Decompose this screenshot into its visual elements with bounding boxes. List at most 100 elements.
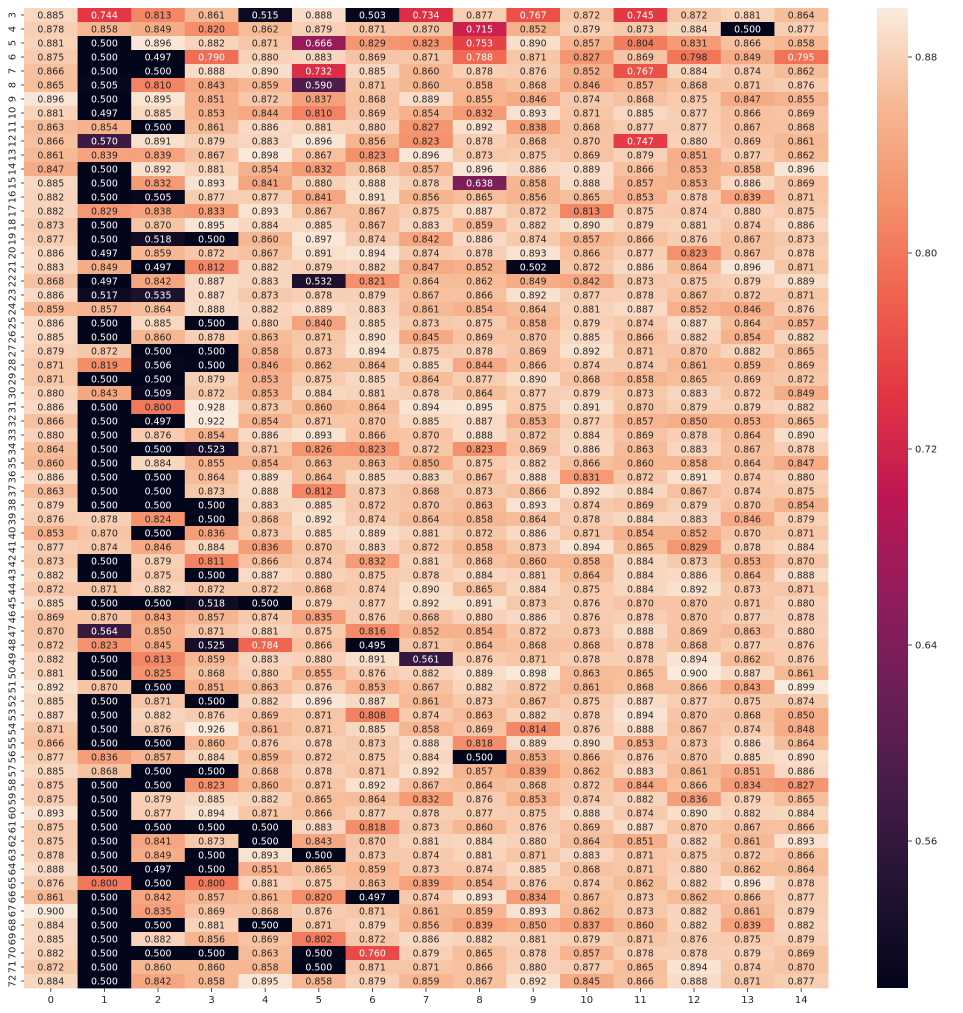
heatmap-cell — [292, 946, 346, 961]
heatmap-cell — [24, 722, 78, 737]
cell-value-label: 0.858 — [681, 458, 708, 469]
cell-value-label: 0.823 — [359, 150, 386, 161]
cell-value-label: 0.855 — [198, 458, 225, 469]
cell-value-label: 0.883 — [681, 444, 708, 455]
heatmap-cell — [720, 302, 775, 317]
heatmap-cell — [77, 218, 132, 233]
cell-value-label: 0.885 — [37, 598, 64, 609]
cell-value-label: 0.849 — [788, 388, 815, 399]
x-tick-label: 11 — [634, 995, 647, 1006]
heatmap-cell — [399, 806, 454, 821]
heatmap-cell — [77, 540, 132, 555]
heatmap-cell — [77, 946, 132, 961]
cell-value-label: 0.882 — [252, 794, 279, 805]
cell-value-label: 0.883 — [359, 304, 386, 315]
heatmap-cell — [506, 890, 561, 905]
cell-value-label: 0.890 — [252, 66, 279, 77]
heatmap-cell — [774, 722, 829, 737]
cell-value-label: 0.879 — [145, 794, 172, 805]
heatmap-cell — [184, 246, 239, 261]
cell-value-label: 0.878 — [627, 640, 654, 651]
cell-value-label: 0.854 — [788, 500, 815, 511]
cell-value-label: 0.868 — [788, 122, 815, 133]
cell-value-label: 0.881 — [734, 10, 761, 21]
cell-value-label: 0.500 — [91, 738, 118, 749]
heatmap-cell — [292, 204, 346, 219]
cell-value-label: 0.878 — [520, 948, 547, 959]
heatmap-cell — [77, 22, 132, 37]
heatmap-cell — [452, 960, 507, 975]
cell-value-label: 0.868 — [520, 136, 547, 147]
heatmap-cell — [452, 764, 507, 779]
heatmap-cell — [345, 834, 400, 849]
heatmap-cell — [77, 246, 132, 261]
heatmap-cell — [667, 918, 722, 933]
cell-value-label: 0.874 — [573, 794, 600, 805]
cell-value-label: 0.890 — [788, 430, 815, 441]
heatmap-cell — [774, 694, 829, 709]
heatmap-cell — [774, 428, 829, 443]
cell-value-label: 0.884 — [627, 584, 654, 595]
heatmap-cell — [399, 974, 454, 989]
heatmap-cell — [345, 876, 400, 891]
heatmap-cell — [667, 120, 722, 135]
cell-value-label: 0.885 — [305, 528, 332, 539]
cell-value-label: 0.837 — [305, 94, 332, 105]
heatmap-cell — [452, 372, 507, 387]
heatmap-cell — [131, 876, 186, 891]
cell-value-label: 0.500 — [91, 52, 118, 63]
cell-value-label: 0.823 — [198, 780, 225, 791]
heatmap-cell — [560, 708, 614, 723]
heatmap-cell — [292, 596, 346, 611]
cell-value-label: 0.881 — [198, 920, 225, 931]
cell-value-label: 0.868 — [627, 682, 654, 693]
heatmap-cell — [560, 456, 614, 471]
cell-value-label: 0.876 — [466, 794, 493, 805]
cell-value-label: 0.871 — [413, 640, 440, 651]
heatmap-cell — [506, 834, 561, 849]
heatmap-cell — [452, 708, 507, 723]
cell-value-label: 0.861 — [681, 360, 708, 371]
heatmap-cell — [720, 22, 775, 37]
heatmap-cell — [24, 344, 78, 359]
heatmap-cell — [399, 134, 454, 149]
cell-value-label: 0.861 — [413, 906, 440, 917]
heatmap-cell — [720, 148, 775, 163]
y-tick-label: 60 — [8, 807, 19, 820]
x-tick-label: 14 — [795, 995, 808, 1006]
heatmap-cell — [345, 974, 400, 989]
cell-value-label: 0.876 — [305, 906, 332, 917]
heatmap-cell — [613, 372, 668, 387]
heatmap-cell — [720, 834, 775, 849]
cell-value-label: 0.854 — [627, 528, 654, 539]
cell-value-label: 0.881 — [37, 668, 64, 679]
cell-value-label: 0.882 — [37, 948, 64, 959]
y-tick-label: 41 — [8, 541, 19, 554]
heatmap-cell — [131, 596, 186, 611]
heatmap-cell — [184, 148, 239, 163]
heatmap-cell — [720, 848, 775, 863]
cell-value-label: 0.849 — [734, 52, 761, 63]
cell-value-label: 0.867 — [252, 248, 279, 259]
cell-value-label: 0.883 — [627, 766, 654, 777]
cell-value-label: 0.867 — [413, 682, 440, 693]
cell-value-label: 0.886 — [466, 234, 493, 245]
cell-value-label: 0.863 — [252, 948, 279, 959]
cell-value-label: 0.892 — [305, 514, 332, 525]
cell-value-label: 0.795 — [788, 52, 815, 63]
cell-value-label: 0.880 — [520, 836, 547, 847]
heatmap-cell — [238, 148, 293, 163]
heatmap-cell — [77, 932, 132, 947]
cell-value-label: 0.871 — [37, 374, 64, 385]
heatmap-cell — [238, 904, 293, 919]
cell-value-label: 0.871 — [252, 444, 279, 455]
heatmap-cell — [452, 722, 507, 737]
heatmap-cell — [667, 960, 722, 975]
cell-value-label: 0.867 — [305, 206, 332, 217]
heatmap-cell — [560, 428, 614, 443]
cell-value-label: 0.838 — [520, 122, 547, 133]
cell-value-label: 0.873 — [627, 388, 654, 399]
cell-value-label: 0.879 — [198, 374, 225, 385]
heatmap-cell — [774, 120, 829, 135]
